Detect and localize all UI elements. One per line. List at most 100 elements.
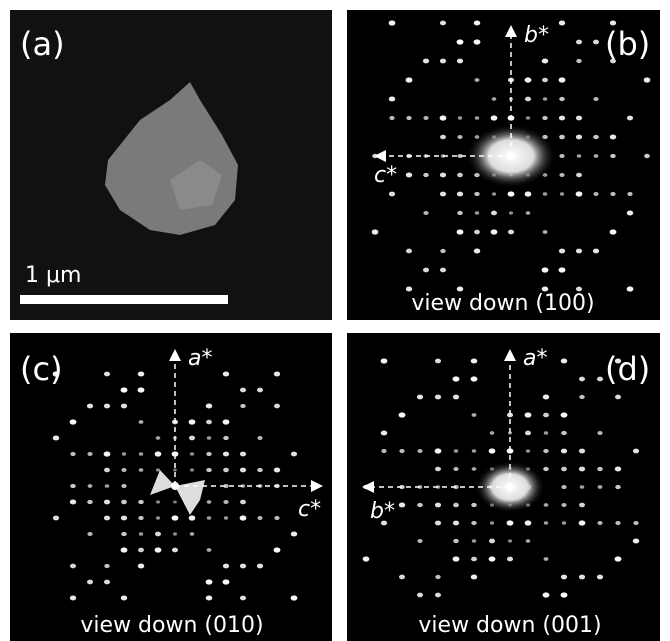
spot xyxy=(508,191,515,196)
spot xyxy=(206,579,213,584)
spot xyxy=(440,249,445,253)
spot xyxy=(138,548,144,553)
spot xyxy=(257,564,263,569)
spot xyxy=(559,116,565,121)
spot xyxy=(207,516,211,519)
spot xyxy=(274,468,280,473)
spot xyxy=(526,539,531,543)
spot xyxy=(453,539,459,543)
spot xyxy=(471,358,478,363)
spot xyxy=(597,467,603,471)
spot xyxy=(257,516,262,520)
spot xyxy=(121,596,127,601)
spot xyxy=(491,211,497,216)
spot xyxy=(627,116,633,121)
spot xyxy=(576,59,581,63)
spot xyxy=(223,500,228,504)
spot xyxy=(472,467,477,471)
spot xyxy=(223,468,229,472)
spot xyxy=(471,376,478,381)
spot xyxy=(88,484,93,488)
spot xyxy=(576,135,582,140)
panel-label: (a) xyxy=(20,25,65,63)
spot xyxy=(474,20,481,25)
spot xyxy=(291,531,298,536)
spot xyxy=(139,532,143,535)
spot xyxy=(155,547,162,552)
spot xyxy=(138,516,143,520)
spot xyxy=(579,575,585,580)
spot xyxy=(525,77,532,82)
spot xyxy=(399,503,405,508)
spot xyxy=(597,521,602,525)
spot xyxy=(561,575,567,580)
page: (a) 1 μm b* c* (b) view down (100) a* c*… xyxy=(0,0,670,641)
spot xyxy=(525,97,531,102)
spot xyxy=(597,377,603,382)
scale-bar-label: 1 μm xyxy=(25,263,81,288)
spot xyxy=(544,431,548,434)
spot xyxy=(509,211,513,214)
spot xyxy=(597,575,603,580)
spot xyxy=(240,596,246,601)
spot xyxy=(121,387,128,392)
spot xyxy=(458,116,462,119)
spot xyxy=(526,211,531,215)
spot xyxy=(627,286,634,291)
spot xyxy=(206,595,213,600)
panel-label: (c) xyxy=(20,350,63,388)
spot xyxy=(399,449,404,453)
spot xyxy=(559,249,565,254)
panel-label: (b) xyxy=(605,25,650,63)
spot xyxy=(593,249,599,254)
panel-label: (d) xyxy=(605,350,650,388)
spot xyxy=(490,521,494,524)
spot xyxy=(543,592,550,597)
spot xyxy=(121,532,127,536)
spot xyxy=(53,516,59,521)
spot xyxy=(457,173,463,177)
spot xyxy=(139,420,144,424)
spot xyxy=(156,516,160,519)
axis-label: a* xyxy=(523,346,547,371)
spot xyxy=(598,485,603,489)
spot xyxy=(576,249,582,254)
spot xyxy=(435,395,441,400)
spot xyxy=(559,97,565,101)
spot xyxy=(389,116,394,120)
spot xyxy=(543,413,549,418)
spot xyxy=(597,431,602,435)
spot xyxy=(274,516,279,520)
spot xyxy=(435,448,442,453)
axis-label: c* xyxy=(374,163,397,188)
spot xyxy=(543,192,547,195)
spot xyxy=(542,267,549,272)
spot xyxy=(453,556,460,561)
spot xyxy=(526,449,530,452)
spot xyxy=(440,21,446,26)
spot xyxy=(561,592,568,597)
spot xyxy=(579,520,586,525)
spot xyxy=(453,521,459,526)
spot xyxy=(172,515,179,520)
spot xyxy=(559,154,564,158)
spot xyxy=(104,451,111,456)
spot xyxy=(453,467,458,471)
spot xyxy=(190,452,194,455)
spot xyxy=(121,500,127,504)
spot xyxy=(543,394,550,399)
spot xyxy=(87,580,93,585)
spot xyxy=(417,449,422,453)
spot xyxy=(615,485,621,489)
spot xyxy=(615,521,620,525)
spot xyxy=(121,516,127,521)
spot xyxy=(189,436,195,441)
spot xyxy=(223,564,229,569)
spot xyxy=(474,39,481,44)
spot xyxy=(508,230,514,235)
spot xyxy=(104,580,110,585)
spot xyxy=(257,436,262,440)
spot xyxy=(580,485,584,489)
spot xyxy=(593,192,598,196)
spot xyxy=(492,192,496,195)
